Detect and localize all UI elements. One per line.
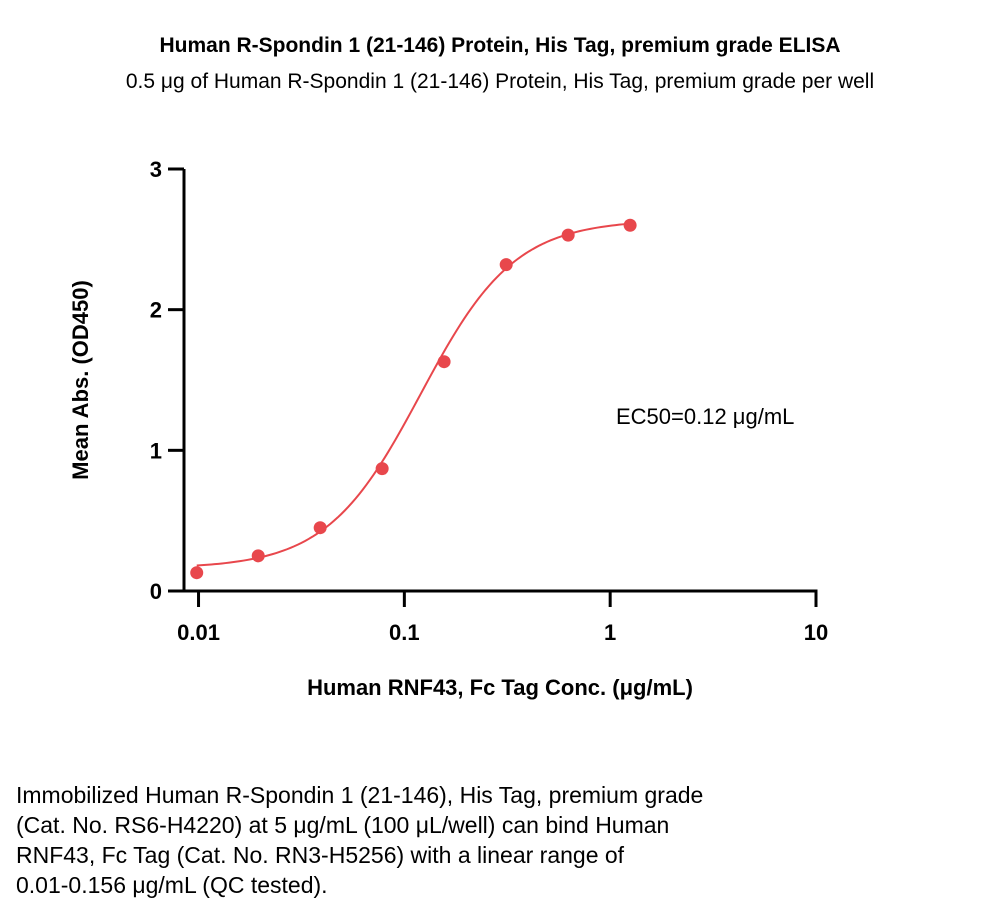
caption-line: Immobilized Human R-Spondin 1 (21-146), … (16, 782, 704, 808)
data-point (190, 566, 204, 580)
chart-title: Human R-Spondin 1 (21-146) Protein, His … (159, 34, 841, 57)
y-tick-label: 0 (150, 579, 162, 604)
data-point (251, 549, 265, 563)
caption-line: (Cat. No. RS6-H4220) at 5 μg/mL (100 μL/… (16, 812, 670, 838)
y-tick-label: 3 (150, 157, 162, 182)
x-tick-label: 0.1 (389, 620, 420, 645)
fit-curve (196, 222, 631, 567)
data-point (313, 521, 327, 535)
y-axis-title: Mean Abs. (OD450) (68, 280, 93, 480)
y-tick-label: 2 (150, 298, 162, 323)
y-tick-label: 1 (150, 438, 162, 463)
figure-caption: Immobilized Human R-Spondin 1 (21-146), … (16, 780, 886, 900)
chart-subtitle: 0.5 μg of Human R-Spondin 1 (21-146) Pro… (125, 70, 875, 93)
x-tick-label: 0.01 (177, 620, 220, 645)
data-point (623, 218, 637, 232)
data-points (190, 218, 637, 580)
ec50-annotation: EC50=0.12 μg/mL (616, 404, 794, 429)
data-point (375, 462, 389, 476)
data-point (561, 228, 575, 242)
caption-line: 0.01-0.156 μg/mL (QC tested). (16, 872, 328, 898)
x-tick-label: 10 (804, 620, 828, 645)
chart-axes: 0 1 2 3 0.01 0.1 1 10 (150, 157, 828, 645)
x-axis-title: Human RNF43, Fc Tag Conc. (μg/mL) (307, 675, 693, 700)
data-point (437, 355, 451, 369)
caption-line: RNF43, Fc Tag (Cat. No. RN3-H5256) with … (16, 842, 625, 868)
data-point (499, 258, 513, 272)
elisa-chart: 0 1 2 3 0.01 0.1 1 10 Human RNF43, Fc Tag Conc.… (68, 157, 828, 700)
x-tick-label: 1 (604, 620, 616, 645)
